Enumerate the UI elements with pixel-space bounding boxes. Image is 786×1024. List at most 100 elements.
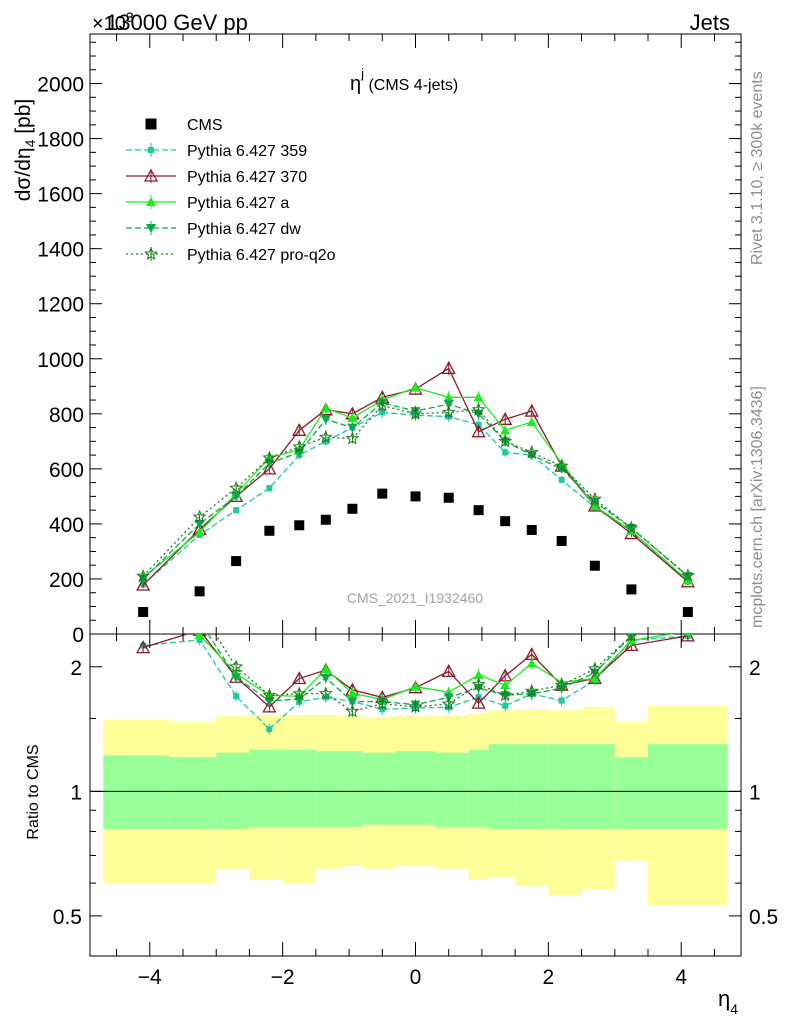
y-tick-label: 200 bbox=[49, 569, 84, 592]
band-inner-bin bbox=[435, 752, 469, 827]
data-point-pq2o bbox=[345, 431, 360, 445]
band-inner-bin bbox=[282, 749, 316, 827]
ratio-y-tick-label-right: 0.5 bbox=[749, 906, 778, 929]
data-point-cms bbox=[526, 524, 537, 535]
data-point-pq2o bbox=[192, 509, 207, 524]
data-point-cms bbox=[231, 556, 242, 567]
data-point-pq2o bbox=[375, 398, 390, 412]
data-point-pa bbox=[500, 425, 511, 435]
legend-label: Pythia 6.427 359 bbox=[187, 143, 307, 160]
ratio-point-p370 bbox=[624, 637, 639, 652]
ratio-point-pq2o bbox=[375, 696, 390, 710]
ratio-point-pdw bbox=[231, 673, 242, 683]
data-point-pdw bbox=[231, 492, 242, 502]
ratio-point-p370 bbox=[441, 664, 456, 678]
ratio-series-pq2o bbox=[194, 604, 639, 718]
data-point-pq2o bbox=[587, 491, 602, 506]
data-point-p370 bbox=[498, 411, 513, 425]
ratio-point-pa bbox=[500, 680, 511, 690]
series-line-p359 bbox=[142, 411, 689, 585]
legend-label: Pythia 6.427 a bbox=[187, 195, 289, 212]
band-inner-bin bbox=[249, 749, 283, 827]
ratio-point-pa bbox=[138, 617, 148, 626]
data-point-p370 bbox=[471, 424, 486, 438]
data-point-pdw bbox=[443, 400, 454, 410]
ratio-point-pdw bbox=[195, 617, 205, 626]
band-inner-bin bbox=[581, 744, 615, 830]
x-tick-label: 4 bbox=[675, 966, 687, 989]
data-point-cms bbox=[626, 584, 637, 595]
side-label-rivet: Rivet 3.1.10, ≥ 300k events bbox=[749, 71, 766, 265]
ratio-point-pa bbox=[410, 681, 421, 691]
legend-entry-cms: CMS bbox=[145, 117, 223, 134]
side-label-mcplots: mcplots.cern.ch [arXiv:1306.3436] bbox=[749, 386, 766, 628]
ratio-point-pq2o bbox=[229, 659, 244, 673]
series-line-pq2o bbox=[142, 404, 689, 577]
data-point-pa bbox=[473, 392, 484, 402]
y-tick-label: 400 bbox=[49, 514, 84, 537]
band-inner-bin bbox=[468, 749, 489, 827]
series-pdw bbox=[138, 397, 693, 584]
header-left: 13000 GeV pp bbox=[106, 10, 248, 35]
data-point-pa bbox=[320, 403, 331, 413]
ratio-point-p359 bbox=[233, 693, 240, 700]
x-tick-label: −4 bbox=[138, 966, 162, 989]
data-point-cms bbox=[194, 586, 205, 597]
ratio-point-p359 bbox=[558, 697, 565, 704]
x-tick-label: 2 bbox=[543, 966, 555, 989]
data-point-pq2o bbox=[680, 568, 695, 582]
data-point-cms bbox=[347, 503, 358, 514]
data-point-cms bbox=[589, 560, 600, 571]
band-inner-bin bbox=[515, 744, 549, 830]
data-point-pq2o bbox=[292, 439, 307, 453]
data-point-p370 bbox=[524, 403, 539, 417]
data-point-pq2o bbox=[262, 450, 277, 464]
data-point-pq2o bbox=[524, 444, 539, 459]
ratio-point-pq2o bbox=[554, 677, 569, 692]
x-axis-label: η4 bbox=[718, 986, 738, 1017]
data-point-cms bbox=[443, 492, 454, 503]
band-inner-bin bbox=[488, 744, 516, 830]
ratio-point-p370 bbox=[262, 699, 277, 713]
ratio-point-pq2o bbox=[587, 661, 602, 675]
ratio-point-pq2o bbox=[194, 604, 205, 615]
series-cms bbox=[138, 488, 693, 617]
data-point-cms bbox=[556, 535, 567, 546]
ratio-point-pq2o bbox=[524, 683, 539, 698]
ratio-point-pdw bbox=[320, 673, 331, 683]
data-point-p359 bbox=[266, 485, 273, 492]
data-point-pq2o bbox=[554, 458, 569, 473]
ratio-y-tick-label-right: 1 bbox=[749, 781, 761, 804]
main-series bbox=[136, 361, 695, 617]
legend-marker bbox=[145, 118, 157, 130]
ratio-point-pdw bbox=[138, 623, 148, 632]
ratio-point-pq2o bbox=[471, 677, 486, 691]
ratio-point-p359 bbox=[266, 726, 273, 733]
ratio-point-pdw bbox=[347, 697, 358, 707]
ratio-point-pq2o bbox=[345, 704, 360, 718]
band-inner-bin bbox=[169, 757, 217, 830]
data-point-pq2o bbox=[441, 405, 456, 419]
legend-marker bbox=[148, 147, 154, 153]
band-inner-bin bbox=[362, 752, 396, 825]
data-point-pq2o bbox=[136, 568, 151, 583]
data-point-cms bbox=[682, 606, 693, 617]
data-point-p370 bbox=[587, 498, 602, 512]
y-tick-label: 2000 bbox=[37, 74, 84, 97]
ratio-point-pq2o bbox=[262, 687, 277, 702]
legend-marker bbox=[146, 197, 156, 206]
ratio-series bbox=[136, 604, 695, 735]
ratio-point-p359 bbox=[379, 706, 386, 713]
data-point-cms bbox=[377, 488, 388, 499]
series-line-pdw bbox=[142, 402, 689, 580]
data-point-p370 bbox=[136, 577, 151, 591]
band-inner-bin bbox=[648, 744, 728, 830]
legend-marker bbox=[144, 246, 158, 261]
series-p370 bbox=[136, 361, 695, 591]
ratio-point-pq2o bbox=[292, 686, 307, 700]
ratio-y-tick-label: 0.5 bbox=[53, 906, 82, 929]
legend-entry-p370: Pythia 6.427 370 bbox=[126, 168, 307, 186]
axes: 0 200 400 600 800 1000 1200 1400 1600 1800 2000 0.5… bbox=[37, 34, 778, 989]
legend-entry-p359: Pythia 6.427 359 bbox=[126, 143, 307, 160]
